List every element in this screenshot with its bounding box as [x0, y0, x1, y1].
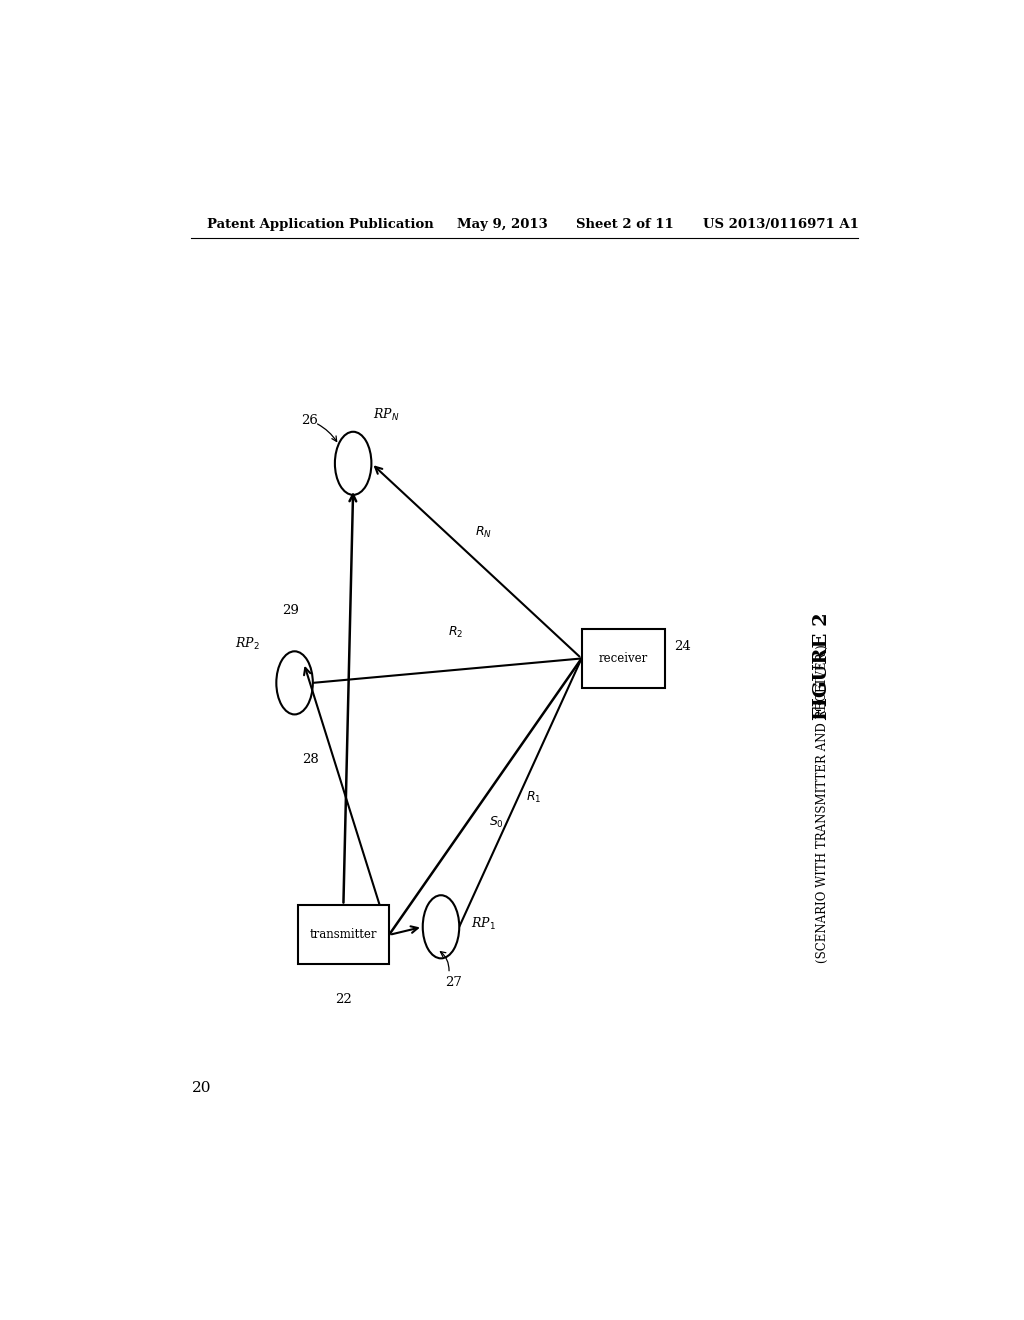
Text: May 9, 2013: May 9, 2013	[458, 218, 548, 231]
FancyBboxPatch shape	[582, 630, 665, 688]
Text: 28: 28	[302, 752, 319, 766]
Text: $R_N$: $R_N$	[475, 525, 493, 540]
Text: FIGURE 2: FIGURE 2	[813, 612, 831, 721]
Text: $S_0$: $S_0$	[489, 814, 504, 830]
Text: receiver: receiver	[599, 652, 648, 665]
Text: Patent Application Publication: Patent Application Publication	[207, 218, 434, 231]
Text: 29: 29	[282, 605, 299, 618]
Text: RP$_2$: RP$_2$	[236, 636, 260, 652]
Text: 26: 26	[301, 414, 318, 428]
Ellipse shape	[335, 432, 372, 495]
Text: 22: 22	[336, 994, 352, 1006]
Text: (SCENARIO WITH TRANSMITTER AND RECEIVER ): (SCENARIO WITH TRANSMITTER AND RECEIVER …	[816, 644, 828, 964]
Text: 20: 20	[191, 1081, 211, 1096]
Text: US 2013/0116971 A1: US 2013/0116971 A1	[703, 218, 859, 231]
Text: $R_2$: $R_2$	[447, 624, 463, 640]
Text: 27: 27	[445, 977, 462, 989]
Ellipse shape	[423, 895, 459, 958]
Text: RP$_1$: RP$_1$	[471, 916, 496, 932]
Ellipse shape	[276, 651, 312, 714]
Text: Sheet 2 of 11: Sheet 2 of 11	[577, 218, 674, 231]
Text: transmitter: transmitter	[309, 928, 377, 941]
Text: $R_1$: $R_1$	[525, 791, 541, 805]
Text: 24: 24	[675, 640, 691, 653]
FancyBboxPatch shape	[298, 906, 389, 965]
Text: RP$_N$: RP$_N$	[373, 407, 399, 422]
